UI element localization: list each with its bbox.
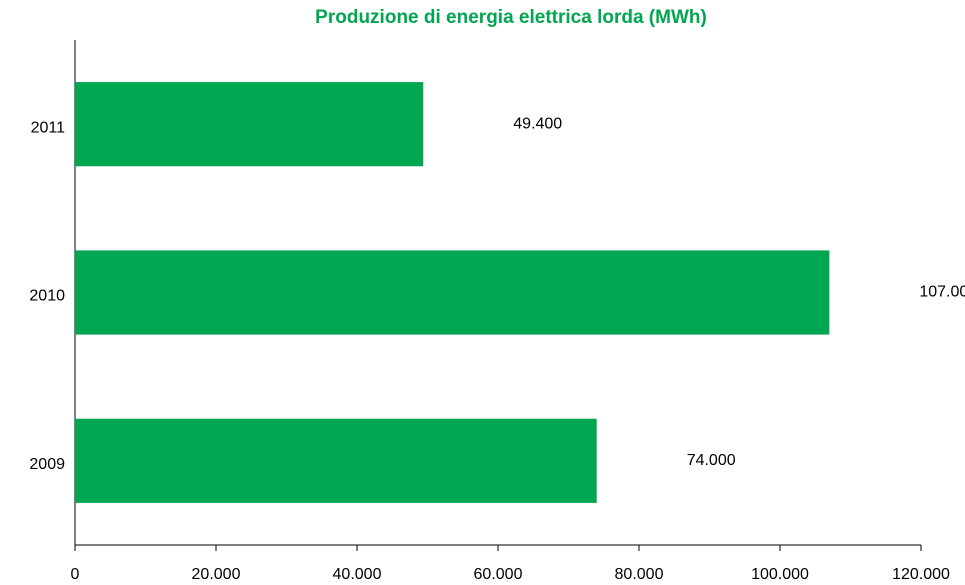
y-tick-label: 2010 xyxy=(29,288,65,305)
x-tick-label: 20.000 xyxy=(192,566,241,583)
y-tick-label: 2011 xyxy=(31,119,66,136)
bar xyxy=(75,418,597,503)
x-tick-label: 0 xyxy=(71,566,80,583)
x-tick-label: 100.000 xyxy=(751,566,809,583)
chart-title: Produzione di energia elettrica lorda (M… xyxy=(315,7,707,28)
x-tick-label: 40.000 xyxy=(333,566,382,583)
bar xyxy=(75,82,424,167)
x-tick-label: 80.000 xyxy=(615,566,664,583)
data-label: 74.000 xyxy=(687,452,736,469)
data-label: 49.400 xyxy=(513,115,562,132)
x-tick-label: 120.000 xyxy=(892,566,950,583)
x-tick-label: 60.000 xyxy=(474,566,523,583)
bar xyxy=(75,250,830,335)
y-tick-label: 2009 xyxy=(29,456,65,473)
data-label: 107.000 xyxy=(919,284,965,301)
